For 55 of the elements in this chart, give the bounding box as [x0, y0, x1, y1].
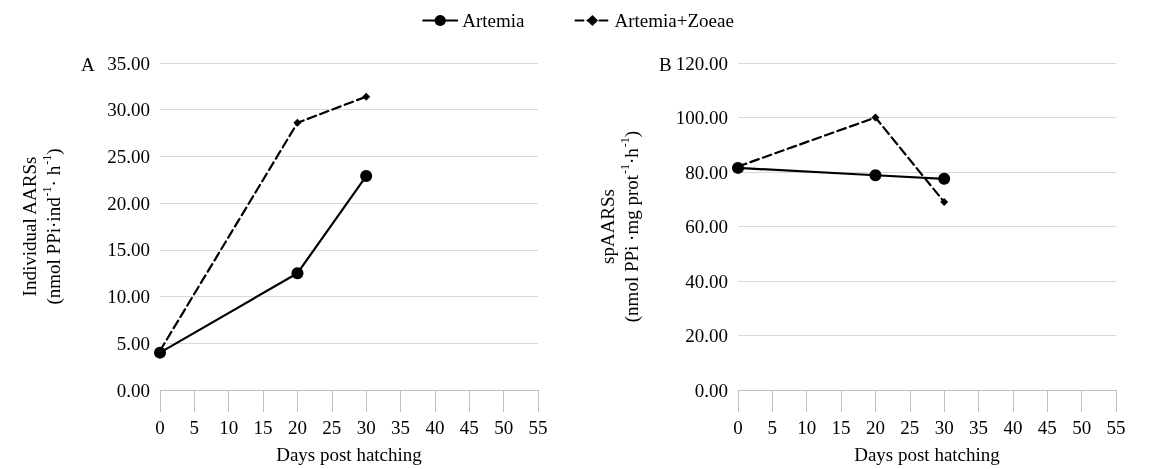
x-tick-label: 25 — [900, 417, 920, 438]
y-tick-label: 10.00 — [107, 286, 150, 308]
x-tick-label: 20 — [865, 417, 885, 438]
x-tick-label: 40 — [425, 417, 445, 438]
legend-label: Artemia+Zoeae — [614, 10, 734, 31]
x-tick-label: 5 — [189, 417, 200, 438]
x-tick-label: 50 — [1072, 417, 1092, 438]
point — [154, 346, 166, 359]
x-tick-label: 35 — [391, 417, 411, 438]
y-tick-label: 20.00 — [107, 192, 150, 214]
point — [291, 267, 304, 280]
x-tick-label: 5 — [767, 417, 778, 438]
point — [871, 113, 880, 122]
y-tick-label: 80.00 — [685, 161, 728, 183]
y-tick-label: 0.00 — [694, 379, 728, 401]
y-tick-label: 25.00 — [107, 145, 150, 167]
x-tick-label: 15 — [831, 417, 851, 438]
x-tick-label: 25 — [322, 417, 342, 438]
x-axis-title: Days post hatching — [854, 444, 1001, 465]
x-tick-label: 45 — [459, 417, 479, 438]
x-tick-label: 30 — [934, 417, 954, 438]
chart-title: B — [659, 54, 672, 75]
y-tick-label: 35.00 — [107, 52, 150, 74]
y-tick-label: 60.00 — [685, 216, 728, 237]
x-tick-label: 55 — [1106, 417, 1126, 438]
x-tick-label: 10 — [797, 417, 817, 438]
point — [360, 170, 373, 183]
y-tick-label: 40.00 — [685, 270, 728, 292]
y-tick-label: 20.00 — [685, 325, 728, 346]
x-tick-label: 35 — [969, 417, 989, 438]
point — [293, 118, 302, 127]
x-tick-label: 55 — [528, 417, 548, 438]
point — [869, 169, 882, 182]
x-tick-label: 10 — [219, 417, 239, 438]
x-tick-label: 30 — [356, 417, 376, 438]
x-axis-title: Days post hatching — [276, 444, 423, 465]
point — [940, 197, 949, 206]
y-tick-label: 15.00 — [107, 239, 150, 261]
y-tick-label: 100.00 — [675, 107, 728, 128]
point — [362, 92, 371, 101]
x-tick-label: 0 — [155, 417, 165, 438]
x-tick-label: 50 — [494, 417, 514, 438]
y-tick-label: 120.00 — [675, 52, 728, 74]
point — [938, 172, 951, 185]
y-axis-title: spAARSs (nmol PPi ·mg prot-1·h-1) — [596, 130, 643, 323]
x-tick-label: 45 — [1037, 417, 1057, 438]
y-tick-label: 0.00 — [116, 379, 150, 401]
x-tick-label: 0 — [733, 417, 743, 438]
legend-label: Artemia — [462, 10, 526, 31]
y-tick-label: 5.00 — [116, 332, 150, 354]
x-tick-label: 20 — [287, 417, 307, 438]
y-tick-label: 30.00 — [107, 99, 150, 121]
x-tick-label: 15 — [253, 417, 273, 438]
chart-title: A — [81, 54, 95, 75]
x-tick-label: 40 — [1003, 417, 1023, 438]
